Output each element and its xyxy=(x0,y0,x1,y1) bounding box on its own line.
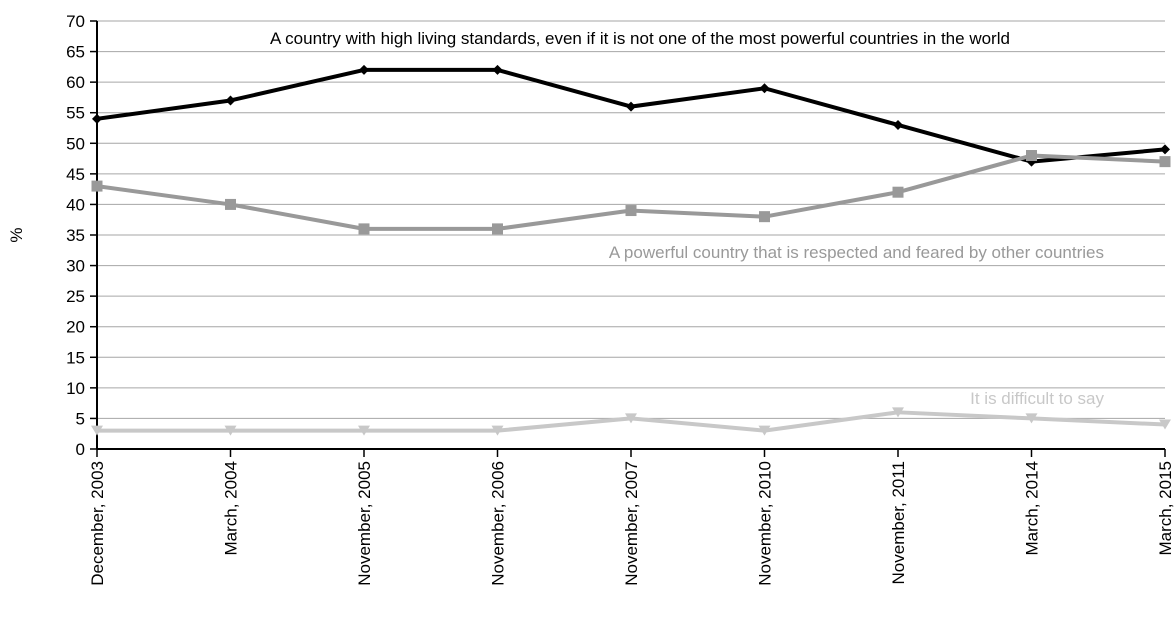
x-tick-label: November, 2010 xyxy=(756,461,775,586)
data-point xyxy=(359,64,369,75)
data-point xyxy=(1159,156,1171,168)
x-tick-label: March, 2014 xyxy=(1023,461,1042,556)
data-point xyxy=(1026,150,1037,162)
x-tick-label: November, 2007 xyxy=(622,461,641,586)
y-tick-label: 30 xyxy=(66,257,85,276)
y-tick-label: 70 xyxy=(66,12,85,31)
data-point xyxy=(224,425,237,436)
data-point xyxy=(91,180,103,192)
y-tick-label: 55 xyxy=(66,104,85,123)
series xyxy=(91,64,1171,436)
data-point xyxy=(625,205,637,217)
y-tick-label: 45 xyxy=(66,165,85,184)
data-point xyxy=(758,425,771,436)
data-point xyxy=(626,101,636,112)
series-label: A country with high living standards, ev… xyxy=(270,29,1010,48)
data-point xyxy=(759,211,770,223)
data-point xyxy=(91,425,103,436)
data-point xyxy=(225,198,236,210)
data-point xyxy=(892,186,904,198)
y-tick-label: 60 xyxy=(66,73,85,92)
series-line xyxy=(96,153,1166,231)
y-tick-label: 15 xyxy=(66,348,85,367)
data-point xyxy=(92,113,102,124)
x-tick-label: March, 2004 xyxy=(222,461,241,556)
data-point xyxy=(892,407,904,418)
data-point xyxy=(625,413,637,424)
y-tick-label: 35 xyxy=(66,226,85,245)
y-tick-label: 40 xyxy=(66,195,85,214)
series-labels: A country with high living standards, ev… xyxy=(270,29,1104,408)
y-tick-label: 25 xyxy=(66,287,85,306)
data-point xyxy=(225,95,236,106)
x-tick-label: March, 2015 xyxy=(1156,461,1175,556)
x-tick-label: December, 2003 xyxy=(88,461,107,586)
gridlines xyxy=(97,20,1165,419)
x-tick-label: November, 2006 xyxy=(489,461,508,586)
data-point xyxy=(492,223,503,235)
x-tick-label: November, 2011 xyxy=(889,461,908,584)
y-tick-label: 5 xyxy=(76,409,85,428)
series-label: It is difficult to say xyxy=(970,389,1104,408)
data-point xyxy=(893,119,903,130)
axes: 0 5 10 15 20 25 30 35 40 45 50 55 60 65 70 December, 20… xyxy=(66,12,1175,586)
series-line xyxy=(96,67,1166,164)
data-point xyxy=(1160,144,1170,155)
data-point xyxy=(1159,419,1171,430)
y-tick-label: 0 xyxy=(76,440,85,459)
y-axis-title: % xyxy=(7,227,26,242)
data-point xyxy=(358,425,370,436)
x-tick-label: November, 2005 xyxy=(355,461,374,586)
data-point xyxy=(492,64,503,75)
data-point xyxy=(358,223,370,235)
y-tick-label: 10 xyxy=(66,379,85,398)
y-tick-label: 65 xyxy=(66,43,85,62)
data-point xyxy=(491,425,504,436)
y-tick-label: 20 xyxy=(66,318,85,337)
series-label: A powerful country that is respected and… xyxy=(609,243,1104,262)
y-tick-label: 50 xyxy=(66,134,85,153)
data-point xyxy=(1025,413,1038,424)
data-point xyxy=(759,83,770,94)
